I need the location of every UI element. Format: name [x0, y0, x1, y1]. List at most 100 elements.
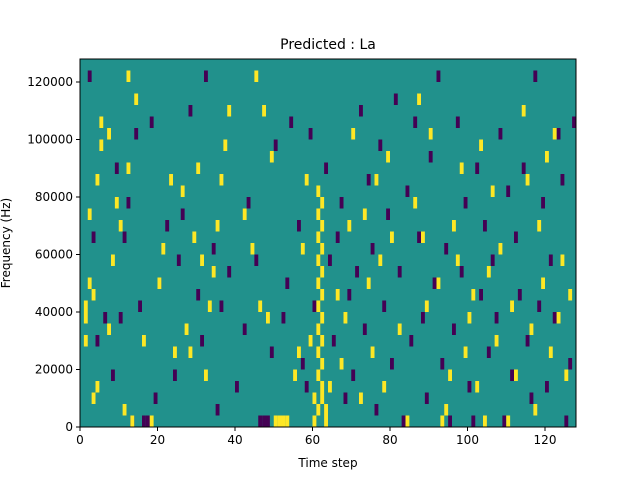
heatmap-cell-high — [227, 105, 232, 117]
heatmap-cell-low — [382, 300, 387, 312]
x-tick-label: 40 — [227, 433, 242, 447]
heatmap-cell-low — [479, 289, 483, 301]
heatmap-cell-high — [134, 93, 139, 105]
heatmap-cell-high — [188, 346, 193, 358]
heatmap-cell-low — [525, 335, 530, 347]
heatmap-cell-high — [107, 323, 111, 335]
heatmap-cell-high — [312, 415, 317, 427]
plot-frame — [79, 58, 577, 428]
heatmap-cell-low — [448, 415, 452, 427]
heatmap-cell-high — [91, 392, 96, 404]
y-tick-label: 120000 — [27, 75, 73, 89]
heatmap-cell-low — [173, 369, 177, 381]
heatmap-cell-low — [556, 128, 561, 140]
heatmap-cell-high — [269, 151, 274, 163]
heatmap-cell-high — [382, 381, 387, 393]
heatmap-cell-high — [320, 243, 325, 255]
heatmap-cell-high — [448, 369, 452, 381]
heatmap-cell-high — [378, 254, 383, 266]
heatmap-cell-high — [157, 277, 162, 289]
chart-title: Predicted : La — [280, 37, 376, 53]
heatmap-cell-low — [103, 312, 108, 324]
heatmap-cell-low — [359, 105, 363, 117]
heatmap-cell-low — [393, 93, 398, 105]
heatmap-cell-high — [320, 312, 325, 324]
heatmap-cell-high — [320, 335, 325, 347]
heatmap-cell-high — [83, 300, 88, 312]
y-tick-label: 40000 — [35, 305, 73, 319]
heatmap-cell-high — [386, 151, 390, 163]
heatmap-cell-low — [111, 369, 115, 381]
heatmap-cell-high — [316, 231, 321, 243]
y-tick-label: 0 — [65, 420, 73, 434]
heatmap-cell-high — [467, 312, 472, 324]
heatmap-cell-low — [87, 70, 92, 82]
heatmap-cell-low — [289, 116, 294, 128]
heatmap-cell-low — [235, 381, 239, 393]
heatmap-cell-high — [320, 381, 325, 393]
heatmap-cell-high — [320, 392, 325, 404]
heatmap-cell-high — [169, 174, 173, 186]
heatmap-cell-high — [359, 392, 363, 404]
heatmap-cell-high — [316, 300, 321, 312]
y-tick-label: 60000 — [35, 248, 73, 262]
y-axis: 0 20000 40000 60000 80000 100000 120000 — [27, 75, 80, 434]
heatmap-cell-low — [153, 392, 158, 404]
heatmap-cell-low — [258, 415, 263, 427]
heatmap-cell-low — [370, 243, 375, 255]
heatmap-cell-high — [300, 243, 305, 255]
heatmap-cell-low — [211, 243, 216, 255]
heatmap-cell-high — [541, 277, 545, 289]
x-tick-label: 80 — [382, 433, 397, 447]
heatmap-cell-high — [366, 277, 371, 289]
heatmap-cell-high — [114, 197, 119, 209]
heatmap-cell-high — [258, 300, 263, 312]
heatmap-cell-low — [374, 404, 379, 416]
heatmap-cell-high — [281, 415, 286, 427]
heatmap-cell-low — [537, 300, 542, 312]
heatmap-cell-high — [126, 70, 131, 82]
heatmap-cell-low — [401, 415, 406, 427]
heatmap-cell-low — [362, 323, 367, 335]
heatmap-cell-high — [312, 392, 317, 404]
heatmap-cell-low — [463, 197, 468, 209]
heatmap-cell-high — [459, 162, 464, 174]
heatmap-cell-high — [242, 208, 247, 220]
heatmap-cell-low — [529, 392, 534, 404]
heatmap-cell-low — [138, 300, 142, 312]
heatmap-cell-low — [142, 415, 146, 427]
heatmap-cell-high — [316, 346, 321, 358]
heatmap-cell-low — [254, 254, 259, 266]
heatmap-cell-high — [320, 289, 325, 301]
heatmap-cell-low — [432, 277, 437, 289]
heatmap-cell-high — [498, 243, 503, 255]
heatmap-cell-high — [277, 415, 282, 427]
heatmap-cell-low — [517, 289, 522, 301]
heatmap-cell-low — [347, 289, 352, 301]
heatmap-cell-high — [142, 335, 146, 347]
heatmap-cell-low — [483, 220, 487, 232]
heatmap-cell-low — [269, 346, 274, 358]
x-tick-label: 120 — [534, 433, 557, 447]
heatmap-cell-high — [417, 93, 421, 105]
heatmap-cell-high — [560, 254, 565, 266]
heatmap-cell-high — [130, 415, 135, 427]
heatmap-cell-high — [537, 220, 542, 232]
heatmap-cell-low — [397, 266, 402, 278]
heatmap-cell-low — [417, 231, 421, 243]
heatmap-cell-low — [324, 162, 328, 174]
heatmap-cell-high — [525, 174, 530, 186]
heatmap-cell-high — [316, 277, 321, 289]
heatmap-cell-high — [397, 323, 402, 335]
heatmap-cell-high — [320, 266, 325, 278]
heatmap-cell-high — [490, 185, 495, 197]
heatmap-cell-high — [428, 128, 433, 140]
heatmap-cell-low — [242, 323, 247, 335]
heatmap-cell-low — [409, 335, 414, 347]
heatmap-cell-high — [126, 162, 131, 174]
heatmap-cell-high — [374, 174, 379, 186]
heatmap-cell-high — [107, 128, 111, 140]
heatmap-cell-high — [494, 335, 499, 347]
